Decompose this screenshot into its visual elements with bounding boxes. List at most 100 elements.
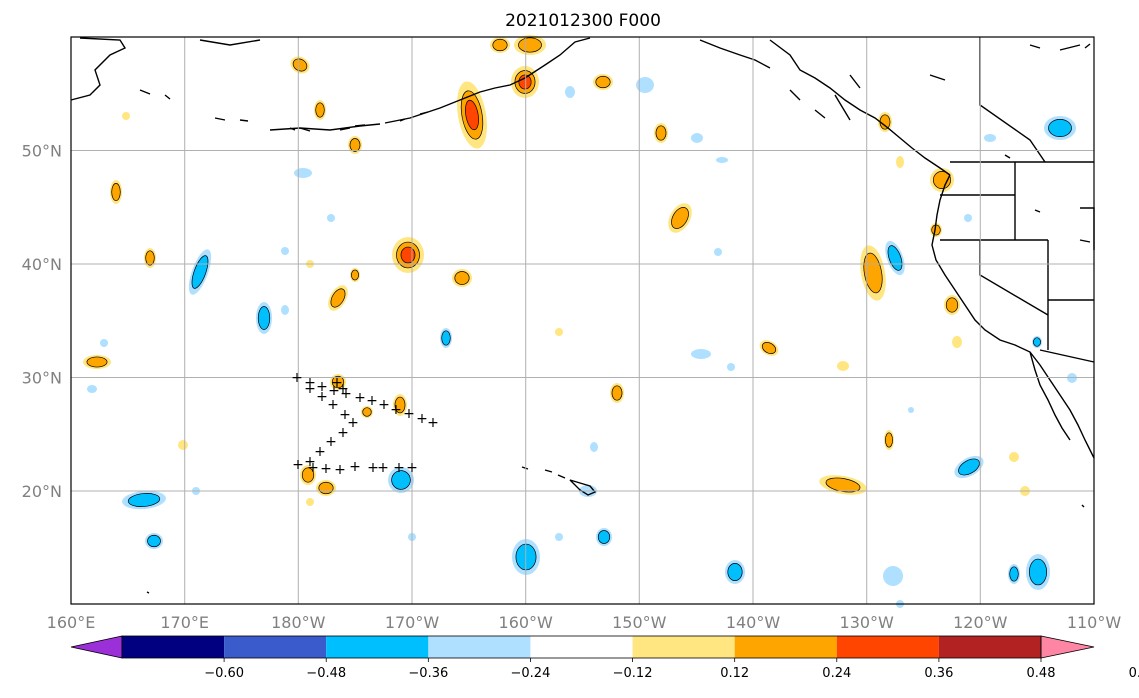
anomaly-contour [440,328,452,348]
map-frame [70,36,1095,605]
anomaly-contour [388,467,414,493]
trajectory-marker: + [427,415,439,431]
colorbar-tick-label: 0.60 [1129,666,1139,681]
anomaly-contour [110,180,122,204]
alaska-panhandle [699,39,861,121]
trajectory-marker: + [316,379,328,395]
latitude-tick-label: 20°N [22,482,62,501]
map-plot-area: + + + + + + + + + + + ++ + ++++++++ + + + + ++ + +++ [70,35,1095,608]
colorbar-frame [121,635,1042,659]
colorbar-segment [734,636,837,658]
colorbar-extend-high [1040,635,1095,659]
trajectory-marker: + [406,460,418,476]
anomaly-contour [555,328,563,336]
anomaly-contour [1009,452,1019,462]
trajectory-marker: + [328,383,340,399]
trajectory-marker: + [337,425,349,441]
colorbar-tick-label: 0.12 [720,666,749,681]
anomaly-contour [1026,554,1050,590]
longitude-tick-label: 170°E [160,613,209,632]
anomaly-contour [361,406,373,418]
misc-islands [146,43,1091,594]
trajectory-marker: + [367,460,379,476]
anomaly-contour [668,203,692,233]
trajectory-marker: + [304,375,316,391]
anomaly-contour [145,533,163,549]
colorbar-tick-label: −0.48 [306,666,346,681]
colorbar-tick-label: 0.36 [924,666,953,681]
anomaly-contour [281,247,289,255]
trajectory-marker: + [304,381,316,397]
anomaly-contour [596,528,612,546]
colorbar-segment [224,636,327,658]
aleutian-islands [139,89,429,132]
anomaly-contour [393,394,407,416]
anomaly-contour [896,156,904,168]
anomaly-contour [837,361,849,371]
anomaly-contour [727,363,735,371]
anomaly-contour [122,112,130,120]
anomaly-contour [87,385,97,393]
anomaly-fields [83,35,1077,608]
longitude-tick-label: 170°W [385,613,440,632]
hawaii-islands [521,466,597,496]
anomaly-contour [883,566,903,586]
trajectory-marker: + [377,460,389,476]
anomaly-contour [1044,116,1076,140]
anomaly-contour [565,86,575,98]
colorbar-tick-label: −0.12 [613,666,653,681]
anomaly-contour [930,168,954,192]
anomaly-contour [952,336,962,348]
trajectory-marker: + [340,386,352,402]
anomaly-contour [290,56,310,74]
trajectory-marker: + [416,411,428,427]
colorbar-tick-label: −0.60 [204,666,244,681]
anomaly-contour [590,442,598,452]
longitude-tick-label: 130°W [840,613,895,632]
anomaly-contour [350,268,360,282]
anomaly-contour [819,475,867,495]
anomaly-contour [714,248,722,256]
anomaly-contour [725,560,745,584]
trajectory-marker: + [325,434,337,450]
trajectory-marker: + [393,460,405,476]
anomaly-contour [314,100,326,120]
anomaly-contour [392,237,424,273]
trajectory-marker: + [334,462,346,478]
longitude-tick-label: 110°W [1067,613,1122,632]
anomaly-contour [490,37,510,53]
latitude-tick-label: 50°N [22,142,62,161]
trajectory-marker: + [314,444,326,460]
anomaly-contour [954,455,984,479]
longitude-tick-label: 120°W [953,613,1008,632]
trajectory-marker: + [304,454,316,470]
anomaly-contour [716,157,728,163]
trajectory-marker: + [366,393,378,409]
anomaly-contour [144,248,156,268]
anomaly-contour [1032,336,1042,348]
colorbar-segment [530,636,633,658]
longitude-tick-label: 160°W [499,613,554,632]
anomaly-contour [654,123,668,143]
anomaly-contour [328,285,348,311]
anomaly-contour [327,214,335,222]
anomaly-contour [514,35,546,55]
longitude-tick-label: 180°W [271,613,326,632]
colorbar-segment [428,636,531,658]
anomaly-contour [610,383,624,403]
gridlines [71,37,1094,604]
anomaly-contour [984,134,996,142]
colorbar: −0.60 −0.48 −0.36 −0.24 −0.12 0.12 0.24 0.36 0.4… [70,635,1139,681]
anomaly-contour [178,440,188,450]
colorbar-tick-label: −0.24 [511,666,551,681]
colorbar-segment [632,636,735,658]
anomaly-contour [122,490,166,510]
colorbar-tick-label: 0.24 [822,666,851,681]
longitude-tick-label: 150°W [612,613,667,632]
latitude-tick-label: 30°N [22,369,62,388]
trajectory-marker: + [390,402,402,418]
trajectory-marker: + [316,389,328,405]
trajectory-marker: + [291,370,303,386]
alaska-coastline [70,37,591,131]
